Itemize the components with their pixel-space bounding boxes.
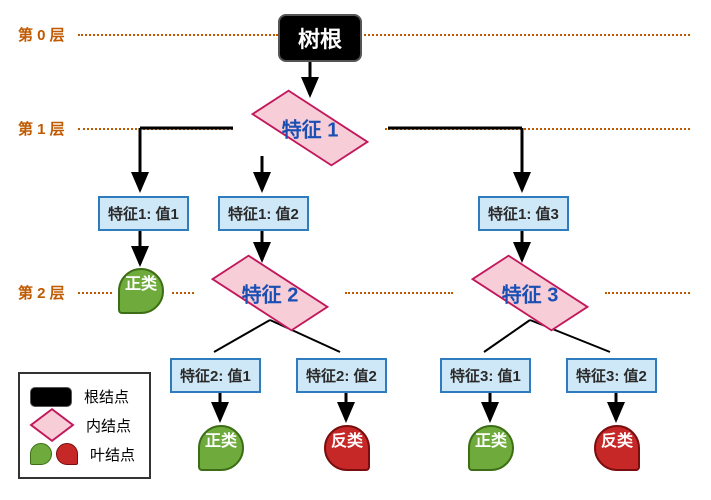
layer-2-line-1: [78, 292, 112, 294]
value-box-f1-v2: 特征1: 值2: [218, 196, 309, 231]
value-box-f1-v1: 特征1: 值1: [98, 196, 189, 231]
legend-box: 根结点 内结点 叶结点: [18, 372, 151, 479]
layer-0-label: 第 0 层: [18, 24, 65, 45]
layer-0-line-left: [78, 34, 278, 36]
tree-diagram: 第 0 层 第 1 层 第 2 层: [0, 0, 711, 500]
value-box-f2-v1: 特征2: 值1: [170, 358, 261, 393]
leaf-pos-icon: [30, 443, 52, 465]
legend-leaf-label: 叶结点: [90, 444, 135, 465]
layer-2-line-4: [605, 292, 690, 294]
layer-2-label: 第 2 层: [18, 282, 65, 303]
feature-1-diamond: 特征 1: [245, 100, 375, 156]
value-box-f3-v2: 特征3: 值2: [566, 358, 657, 393]
layer-1-line-left: [78, 128, 233, 130]
layer-1-label: 第 1 层: [18, 118, 65, 139]
layer-2-line-3: [345, 292, 453, 294]
feature-2-diamond: 特征 2: [205, 265, 335, 321]
layer-1-line-right: [385, 128, 690, 130]
legend-leaf-row: 叶结点: [30, 443, 135, 465]
leaf-f2-pos: 正类: [198, 425, 244, 471]
layer-0-line-right: [360, 34, 690, 36]
value-box-f3-v1: 特征3: 值1: [440, 358, 531, 393]
legend-root-row: 根结点: [30, 386, 135, 407]
feature-1-label: 特征 1: [245, 114, 375, 143]
value-box-f1-v3: 特征1: 值3: [478, 196, 569, 231]
root-node: 树根: [278, 14, 362, 62]
feature-2-label: 特征 2: [205, 279, 335, 308]
leaf-f3-neg: 反类: [594, 425, 640, 471]
legend-inner-row: 内结点: [30, 411, 135, 439]
leaf-f2-neg: 反类: [324, 425, 370, 471]
leaf-neg-icon: [56, 443, 78, 465]
feature-3-label: 特征 3: [465, 279, 595, 308]
layer-2-line-2: [172, 292, 194, 294]
root-icon: [30, 387, 72, 407]
leaf-f3-pos: 正类: [468, 425, 514, 471]
legend-inner-label: 内结点: [86, 415, 131, 436]
value-box-f2-v2: 特征2: 值2: [296, 358, 387, 393]
leaf-pos-top: 正类: [118, 268, 164, 314]
feature-3-diamond: 特征 3: [465, 265, 595, 321]
legend-root-label: 根结点: [84, 386, 129, 407]
diamond-icon: [29, 408, 74, 442]
